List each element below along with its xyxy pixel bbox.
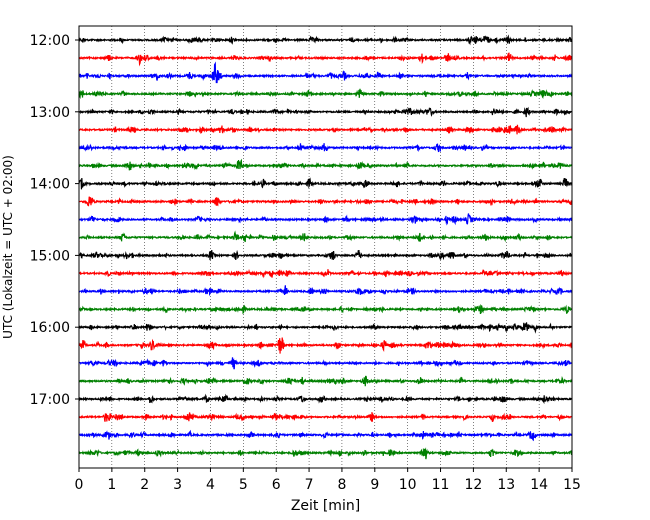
y-tick-label: 13:00	[30, 105, 70, 121]
x-tick-label: 0	[75, 477, 84, 493]
trace-22	[78, 412, 573, 422]
trace-15	[78, 285, 573, 297]
trace-21	[78, 393, 573, 405]
x-axis-label: Zeit [min]	[291, 498, 360, 514]
trace-18	[78, 337, 573, 354]
trace-14	[78, 268, 573, 279]
x-tick-label: 15	[563, 477, 581, 493]
trace-4	[78, 88, 573, 100]
trace-10	[78, 196, 573, 207]
y-axis-label: UTC (Lokalzeit = UTC + 02:00)	[1, 155, 15, 339]
trace-6	[78, 124, 573, 135]
x-tick-label: 1	[107, 477, 116, 493]
trace-9	[78, 177, 573, 190]
x-tick-label: 11	[432, 477, 450, 493]
trace-20	[78, 375, 573, 387]
y-tick-label: 15:00	[30, 248, 70, 264]
trace-2	[78, 52, 573, 67]
trace-series	[78, 34, 573, 460]
x-tick-label: 10	[399, 477, 417, 493]
trace-8	[78, 158, 573, 171]
x-tick-label: 9	[370, 477, 379, 493]
trace-23	[78, 429, 573, 442]
x-tick-label: 5	[239, 477, 248, 493]
x-tick-label: 8	[337, 477, 346, 493]
x-tick-label: 2	[140, 477, 149, 493]
x-tick-label: 4	[206, 477, 215, 493]
x-tick-label: 6	[272, 477, 281, 493]
y-tick-label: 14:00	[30, 177, 70, 193]
trace-12	[78, 230, 573, 243]
trace-1	[78, 34, 573, 46]
trace-3	[78, 61, 573, 84]
plot-frame	[78, 25, 573, 469]
x-tick-label: 13	[497, 477, 515, 493]
trace-16	[78, 303, 573, 315]
trace-19	[78, 357, 573, 370]
trace-11	[78, 213, 573, 226]
trace-24	[78, 447, 573, 460]
trace-7	[78, 143, 573, 153]
trace-13	[78, 249, 573, 261]
trace-5	[78, 106, 573, 118]
trace-17	[78, 322, 573, 334]
y-tick-label: 17:00	[30, 392, 70, 408]
x-tick-label: 7	[305, 477, 314, 493]
y-tick-label: 16:00	[30, 320, 70, 336]
x-tick-label: 12	[464, 477, 482, 493]
x-axis: 0 1 2 3 4 5 6 7 8 9 10 11 12 13 14 15	[75, 468, 581, 493]
x-tick-label: 3	[173, 477, 182, 493]
y-tick-label: 12:00	[30, 33, 70, 49]
y-axis: 12:00 13:00 14:00 15:00 16:00 17:00	[30, 33, 79, 408]
x-tick-label: 14	[530, 477, 548, 493]
